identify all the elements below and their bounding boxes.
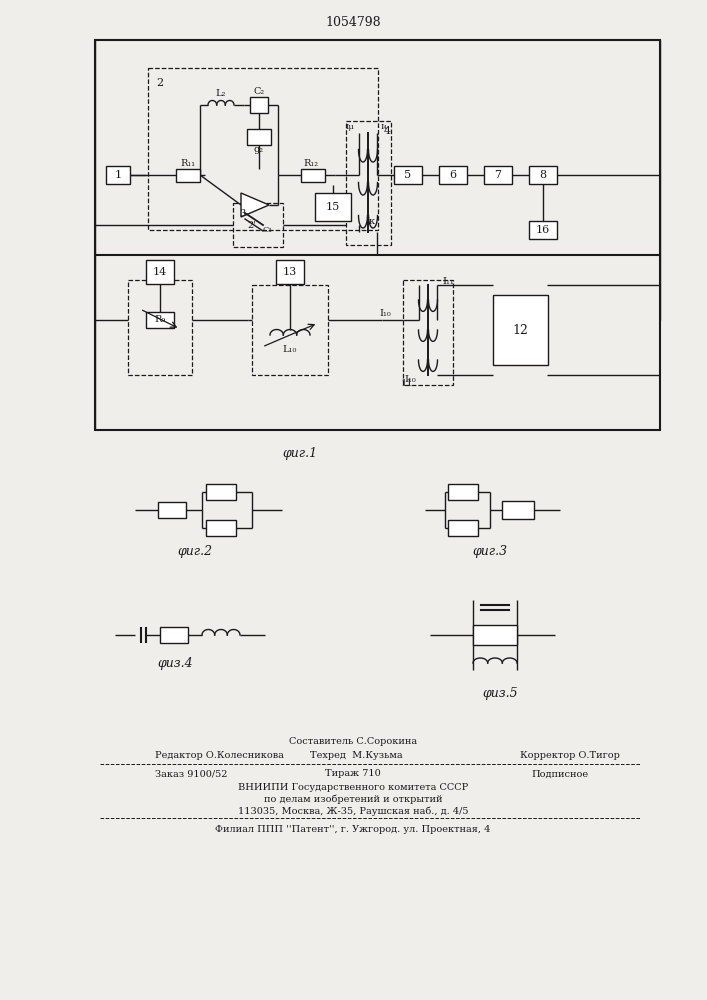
Bar: [148, 68, 378, 230]
Text: 1: 1: [115, 170, 122, 180]
Bar: [233, 203, 283, 247]
Text: I₁₁: I₁₁: [442, 277, 454, 286]
Bar: [106, 166, 130, 184]
Text: 8: 8: [539, 170, 547, 180]
Text: 11: 11: [401, 378, 414, 387]
Bar: [315, 193, 351, 221]
Text: C₃: C₃: [262, 226, 271, 234]
Text: 2: 2: [156, 78, 163, 88]
Text: по делам изобретений и открытий: по делам изобретений и открытий: [264, 794, 443, 804]
Text: 6: 6: [450, 170, 457, 180]
Text: g₂: g₂: [254, 144, 264, 153]
Text: Iк: Iк: [365, 218, 375, 227]
Text: L₁₀: L₁₀: [283, 344, 297, 354]
Text: φиг.2: φиг.2: [177, 546, 213, 558]
Text: 113035, Москва, Ж-35, Раушская наб., д. 4/5: 113035, Москва, Ж-35, Раушская наб., д. …: [238, 806, 468, 816]
Bar: [252, 285, 328, 375]
Text: 7: 7: [494, 170, 501, 180]
Text: L₂: L₂: [216, 89, 226, 98]
Bar: [301, 168, 325, 182]
Bar: [439, 166, 467, 184]
Text: Подписное: Подписное: [532, 770, 588, 778]
Text: Филиал ППП ''Патент'', г. Ужгород. ул. Проектная, 4: Филиал ППП ''Патент'', г. Ужгород. ул. П…: [216, 824, 491, 834]
Text: Iμ: Iμ: [345, 123, 354, 131]
Text: Корректор О.Тигор: Корректор О.Тигор: [520, 752, 620, 760]
Bar: [493, 295, 547, 365]
Bar: [346, 121, 391, 245]
Bar: [502, 501, 534, 519]
Text: φиг.3: φиг.3: [472, 546, 508, 558]
Text: Тираж 710: Тираж 710: [325, 770, 381, 778]
Text: C₂: C₂: [253, 87, 264, 96]
Text: Редактор О.Колесникова: Редактор О.Колесникова: [155, 752, 284, 760]
Polygon shape: [241, 193, 269, 217]
Text: 15: 15: [326, 202, 340, 212]
Text: Заказ 9100/52: Заказ 9100/52: [155, 770, 228, 778]
Text: φиз.4: φиз.4: [157, 656, 193, 670]
Text: R₁₂: R₁₂: [303, 158, 318, 167]
Text: ВНИИПИ Государственного комитета СССР: ВНИИПИ Государственного комитета СССР: [238, 782, 468, 792]
Text: R₁₁: R₁₁: [180, 158, 196, 167]
Bar: [206, 484, 236, 500]
Text: 1054798: 1054798: [325, 15, 381, 28]
Bar: [95, 40, 660, 430]
Bar: [158, 502, 186, 518]
Text: 3: 3: [239, 209, 245, 218]
Text: 4: 4: [384, 126, 391, 136]
Bar: [160, 627, 188, 643]
Bar: [128, 280, 192, 375]
Bar: [206, 520, 236, 536]
Bar: [394, 166, 422, 184]
Bar: [448, 520, 478, 536]
Bar: [247, 129, 271, 145]
Text: φиз.5: φиз.5: [482, 686, 518, 700]
Text: I₄: I₄: [380, 123, 387, 131]
Text: 16: 16: [536, 225, 550, 235]
Text: 14: 14: [153, 267, 167, 277]
Bar: [448, 484, 478, 500]
Bar: [250, 97, 268, 113]
Text: I₁₀: I₁₀: [379, 308, 391, 318]
Text: 13: 13: [283, 267, 297, 277]
Bar: [529, 221, 557, 239]
Bar: [529, 166, 557, 184]
Bar: [146, 260, 174, 284]
Text: 5: 5: [404, 170, 411, 180]
Text: I₁₀: I₁₀: [404, 375, 416, 384]
Text: Составитель С.Сорокина: Составитель С.Сорокина: [289, 738, 417, 746]
Text: φиг.1: φиг.1: [282, 446, 317, 460]
Text: 12: 12: [512, 324, 528, 336]
Bar: [403, 280, 453, 385]
Text: R₉: R₉: [154, 316, 165, 324]
Text: Техред  М.Кузьма: Техред М.Кузьма: [310, 752, 402, 760]
Text: 2': 2': [247, 221, 257, 230]
Bar: [484, 166, 512, 184]
Bar: [176, 168, 200, 182]
Bar: [276, 260, 304, 284]
Bar: [473, 625, 517, 645]
Bar: [146, 312, 174, 328]
